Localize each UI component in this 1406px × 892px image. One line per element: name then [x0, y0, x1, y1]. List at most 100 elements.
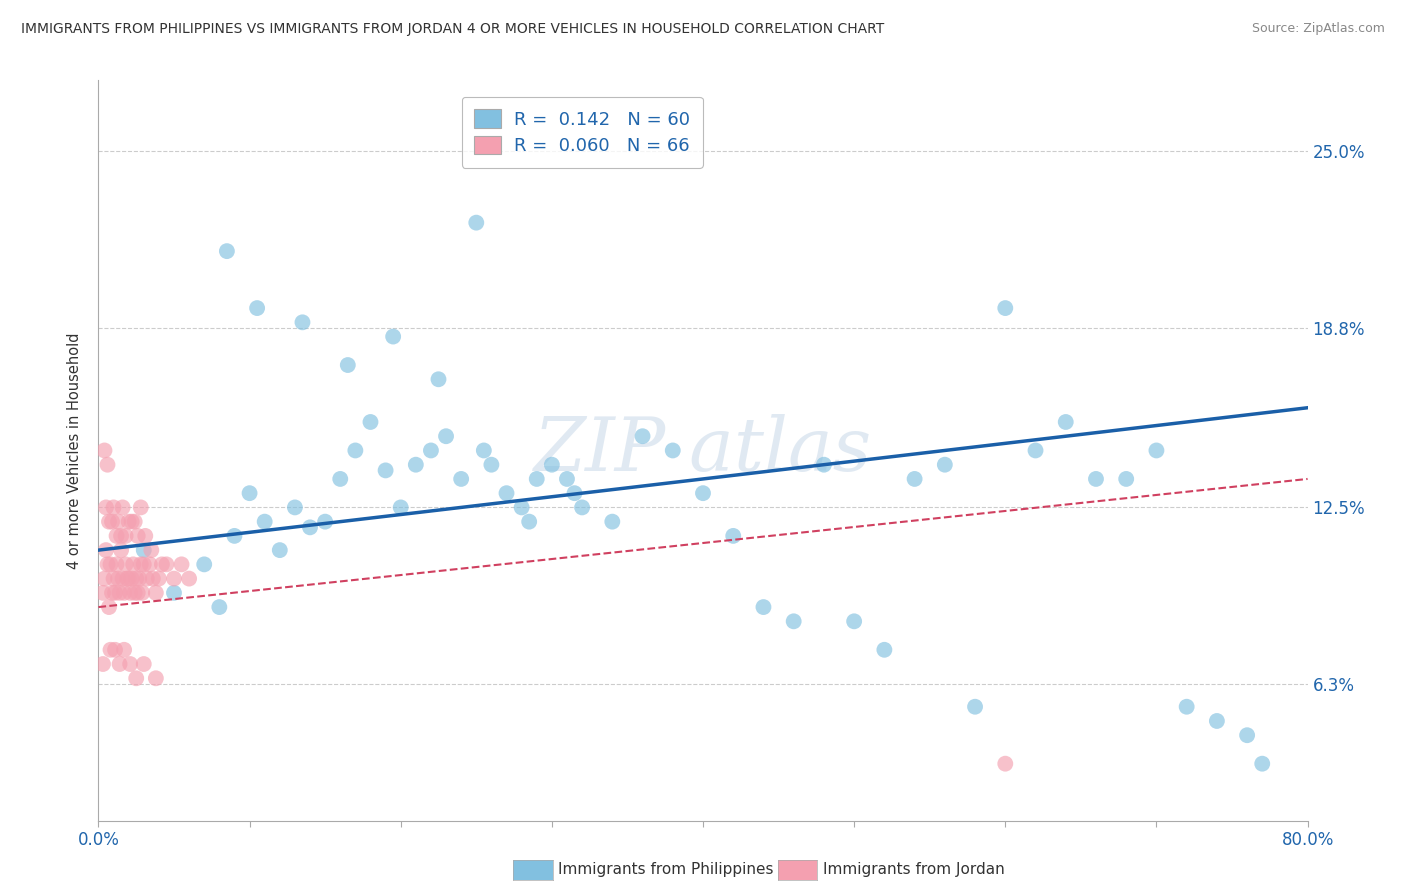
Point: [125, 671, 148, 685]
Point: [481, 458, 503, 472]
Point: [193, 558, 215, 572]
Point: [844, 615, 866, 629]
Point: [141, 543, 163, 558]
Point: [108, 657, 131, 671]
Point: [111, 500, 134, 515]
Point: [93, 443, 115, 458]
Point: [631, 429, 654, 443]
Point: [602, 515, 624, 529]
Point: [104, 586, 127, 600]
Point: [661, 443, 683, 458]
Point: [329, 472, 352, 486]
Point: [465, 216, 488, 230]
Point: [114, 558, 136, 572]
Point: [121, 515, 143, 529]
Point: [111, 572, 134, 586]
Point: [98, 515, 121, 529]
Point: [129, 558, 152, 572]
Point: [105, 558, 128, 572]
Point: [239, 486, 262, 500]
Point: [510, 500, 533, 515]
Point: [107, 515, 129, 529]
Point: [128, 572, 150, 586]
Point: [129, 500, 152, 515]
Point: [344, 443, 367, 458]
Point: [517, 515, 540, 529]
Point: [122, 558, 145, 572]
Point: [224, 529, 246, 543]
Point: [134, 529, 156, 543]
Point: [103, 572, 125, 586]
Legend: R =  0.142   N = 60, R =  0.060   N = 66: R = 0.142 N = 60, R = 0.060 N = 66: [461, 96, 703, 168]
Point: [427, 372, 450, 386]
Point: [124, 515, 146, 529]
Point: [215, 244, 238, 259]
Point: [284, 500, 307, 515]
Point: [110, 543, 132, 558]
Point: [104, 642, 127, 657]
Point: [139, 558, 162, 572]
Point: [127, 529, 149, 543]
Point: [208, 600, 231, 615]
Point: [540, 458, 562, 472]
Point: [163, 572, 186, 586]
Point: [314, 515, 336, 529]
Point: [132, 657, 155, 671]
Point: [100, 642, 122, 657]
Point: [269, 543, 291, 558]
Point: [110, 529, 132, 543]
Point: [179, 572, 201, 586]
Point: [1115, 472, 1137, 486]
Point: [118, 515, 141, 529]
Point: [115, 572, 138, 586]
Point: [450, 472, 472, 486]
Point: [994, 301, 1017, 315]
Point: [121, 572, 143, 586]
Point: [873, 642, 896, 657]
Point: [336, 358, 359, 372]
Point: [723, 529, 745, 543]
Point: [94, 500, 117, 515]
Point: [145, 671, 167, 685]
Point: [105, 529, 128, 543]
Point: [112, 642, 135, 657]
Point: [91, 657, 114, 671]
Point: [994, 756, 1017, 771]
Text: Immigrants from Philippines: Immigrants from Philippines: [558, 863, 773, 877]
Point: [434, 429, 457, 443]
Point: [96, 558, 118, 572]
Point: [382, 329, 405, 343]
Point: [564, 486, 586, 500]
Point: [120, 586, 142, 600]
Point: [148, 572, 170, 586]
Point: [107, 572, 129, 586]
Point: [555, 472, 578, 486]
Point: [783, 615, 806, 629]
Point: [1085, 472, 1108, 486]
Point: [101, 586, 124, 600]
Point: [1236, 728, 1258, 742]
Y-axis label: 4 or more Vehicles in Household: 4 or more Vehicles in Household: [67, 332, 83, 569]
Point: [118, 572, 141, 586]
Point: [299, 520, 322, 534]
Point: [94, 543, 117, 558]
Text: IMMIGRANTS FROM PHILIPPINES VS IMMIGRANTS FROM JORDAN 4 OR MORE VEHICLES IN HOUS: IMMIGRANTS FROM PHILIPPINES VS IMMIGRANT…: [21, 22, 884, 37]
Point: [1146, 443, 1168, 458]
Point: [145, 586, 167, 600]
Point: [752, 600, 775, 615]
Point: [125, 572, 148, 586]
Point: [1251, 756, 1274, 771]
Point: [170, 558, 193, 572]
Point: [132, 558, 155, 572]
Point: [360, 415, 382, 429]
Point: [253, 515, 276, 529]
Point: [246, 301, 269, 315]
Point: [135, 572, 157, 586]
Point: [91, 586, 114, 600]
Text: Source: ZipAtlas.com: Source: ZipAtlas.com: [1251, 22, 1385, 36]
Point: [108, 586, 131, 600]
Point: [100, 558, 122, 572]
Point: [813, 458, 835, 472]
Point: [934, 458, 956, 472]
Point: [124, 586, 146, 600]
